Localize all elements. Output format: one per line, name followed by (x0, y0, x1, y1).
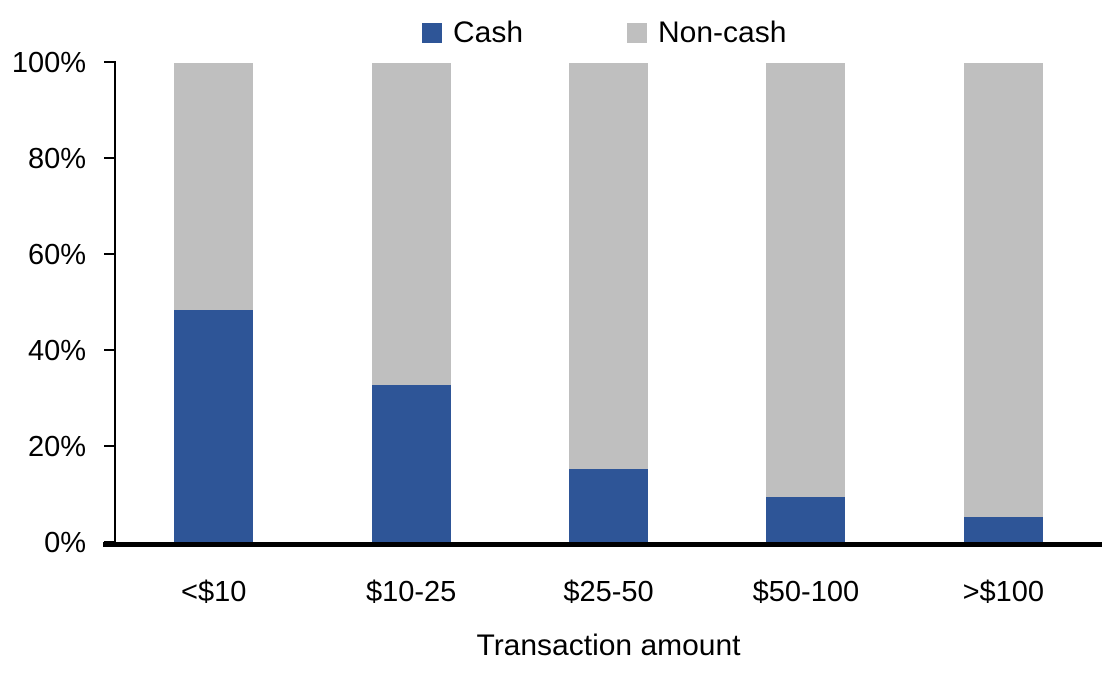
y-axis-tick-mark (104, 61, 116, 63)
y-axis-tick-label: 80% (27, 143, 86, 175)
bar-segment-cash (174, 310, 254, 543)
y-axis-line (114, 63, 116, 543)
bar-segment-noncash (766, 63, 846, 498)
y-axis-tick-mark (104, 157, 116, 159)
cash-legend-label: Cash (453, 16, 524, 49)
bar-segment-noncash (569, 63, 648, 469)
y-axis-tick-label: 60% (27, 239, 86, 271)
bar-segment-noncash (174, 63, 254, 311)
noncash-legend-swatch-icon (627, 23, 647, 43)
legend-item-noncash: Non-cash (627, 16, 786, 50)
y-axis-tick-label: 0% (44, 527, 86, 559)
y-axis-tick-mark (104, 445, 116, 447)
cash-legend-swatch-icon (422, 23, 442, 43)
x-axis-category-label: $10-25 (365, 576, 457, 608)
bar-segment-noncash (963, 63, 1043, 517)
x-axis-category-label: <$10 (181, 576, 247, 608)
y-axis-tick-label: 100% (11, 47, 86, 79)
x-axis-title: Transaction amount (476, 629, 741, 662)
y-axis-tick-label: 40% (27, 335, 86, 367)
y-axis-tick-mark (104, 253, 116, 255)
x-axis-category-label: $50-100 (752, 576, 860, 608)
bar-segment-cash (371, 384, 451, 543)
bar-segment-noncash (371, 63, 451, 385)
bar-segment-cash (766, 497, 846, 543)
x-axis-category-label: >$100 (962, 576, 1045, 608)
y-axis-tick-mark (104, 349, 116, 351)
x-axis-line (103, 542, 1102, 547)
bar-segment-cash (569, 468, 648, 543)
bar-segment-cash (963, 516, 1043, 543)
legend-item-cash: Cash (422, 16, 523, 50)
y-axis-tick-label: 20% (27, 431, 86, 463)
noncash-legend-label: Non-cash (658, 16, 787, 49)
x-axis-category-label: $25-50 (563, 576, 654, 608)
